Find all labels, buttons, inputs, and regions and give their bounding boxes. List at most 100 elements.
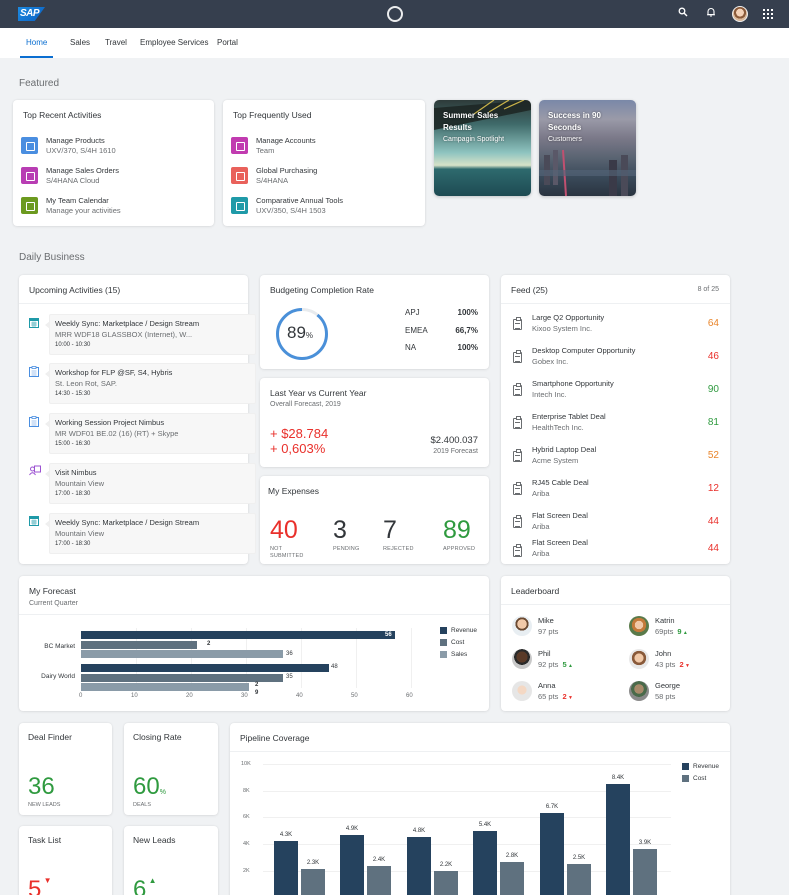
bar-revenue[interactable]: [540, 813, 564, 895]
my-forecast-card[interactable]: My Forecast Current Quarter BC Market Da…: [19, 576, 489, 711]
tab-home[interactable]: Home: [19, 28, 54, 58]
last-year-vs-current-card[interactable]: Last Year vs Current Year Overall Foreca…: [260, 378, 489, 467]
delta-percent: + 0,603%: [270, 441, 326, 456]
accounts-icon: [231, 137, 248, 154]
clipboard-icon: [513, 350, 522, 363]
activity-item[interactable]: Visit Nimbus Mountain View 17:00 - 18:30: [45, 463, 256, 504]
item-title: Comparative Annual Tools: [256, 196, 343, 205]
trend-up-icon: ▲: [566, 663, 573, 669]
forecast-chart: BC Market Dairy World 56 2 36 48 35 2 9 …: [19, 576, 489, 711]
bar-cost[interactable]: [301, 869, 325, 895]
clipboard-icon: [29, 366, 39, 377]
recent-item[interactable]: Manage Sales Orders S/4HANA Cloud: [21, 166, 211, 188]
tab-employee-services[interactable]: Employee Services: [140, 38, 209, 47]
item-subtitle: UXV/350, S/4H 1503: [256, 206, 326, 215]
bar-sales[interactable]: [81, 683, 249, 691]
activity-item[interactable]: Weekly Sync: Marketplace / Design Stream…: [45, 314, 256, 355]
user-avatar[interactable]: [732, 6, 748, 22]
completion-value: 89%: [287, 323, 314, 342]
sap-logo[interactable]: SAP: [18, 7, 45, 21]
feed-item[interactable]: Flat Screen Deal Ariba 44: [501, 507, 730, 537]
frequent-item[interactable]: Manage Accounts Team: [231, 136, 421, 158]
feed-item[interactable]: Large Q2 Opportunity Kixoo System Inc. 6…: [501, 309, 730, 339]
bar-cost[interactable]: [567, 864, 591, 895]
feed-title: RJ45 Cable Deal: [532, 478, 589, 487]
card-subtitle: Overall Forecast, 2019: [270, 401, 341, 408]
frequent-item[interactable]: Comparative Annual Tools UXV/350, S/4H 1…: [231, 196, 421, 218]
activity-item[interactable]: Working Session Project Nimbus MR WDF01 …: [45, 413, 256, 454]
avatar[interactable]: [629, 616, 649, 636]
clipboard-icon: [513, 416, 522, 429]
feed-item[interactable]: Enterprise Tablet Deal HealthTech Inc. 8…: [501, 408, 730, 438]
activity-item[interactable]: Weekly Sync: Marketplace / Design Stream…: [45, 513, 256, 554]
my-expenses-card[interactable]: My Expenses 40 NOT SUBMITTED 3 PENDING 7 …: [260, 476, 489, 564]
card-title: Feed (25): [511, 285, 548, 295]
item-subtitle: Team: [256, 146, 275, 155]
bar-sales[interactable]: [81, 650, 283, 658]
card-title: Leaderboard: [511, 586, 560, 596]
bar-revenue[interactable]: [340, 835, 364, 895]
bar-revenue[interactable]: [81, 631, 395, 639]
bar-cost[interactable]: [81, 641, 197, 649]
bar-revenue[interactable]: [606, 784, 630, 895]
activity-item[interactable]: Workshop for FLP @SF, S4, Hybris St. Leo…: [45, 363, 256, 404]
avatar[interactable]: [629, 681, 649, 701]
feed-item[interactable]: Desktop Computer Opportunity Gobex Inc. …: [501, 342, 730, 372]
frequent-item[interactable]: Global Purchasing S/4HANA: [231, 166, 421, 188]
bar-cost[interactable]: [434, 871, 458, 895]
new-leads-tile[interactable]: New Leads 6 ▲: [124, 826, 218, 895]
tile-title: Results: [443, 123, 472, 132]
activity-time: 17:00 - 18:30: [55, 541, 91, 547]
tile-value: 60%: [133, 773, 166, 800]
deal-finder-tile[interactable]: Deal Finder 36 NEW LEADS: [19, 723, 112, 815]
tile-label: NEW LEADS: [28, 802, 61, 808]
pipeline-coverage-card[interactable]: Pipeline Coverage 10K 8K 6K 4K 2K 4.3K 2…: [230, 723, 730, 895]
feed-score: 52: [707, 450, 719, 461]
bar-cost[interactable]: [81, 674, 283, 682]
feed-item[interactable]: Flat Screen Deal Ariba 44: [501, 536, 730, 564]
recent-item[interactable]: My Team Calendar Manage your activities: [21, 196, 211, 218]
region-value: 100%: [457, 308, 478, 317]
legend-swatch: [682, 775, 689, 782]
forecast-label: 2019 Forecast: [433, 448, 478, 455]
bar-cost[interactable]: [500, 862, 524, 895]
bar-cost[interactable]: [633, 849, 657, 895]
person-name: Phil: [538, 649, 551, 658]
avatar[interactable]: [512, 681, 532, 701]
bar-cost[interactable]: [367, 866, 391, 895]
budgeting-completion-card[interactable]: Budgeting Completion Rate 89% APJ 100% E…: [260, 275, 489, 369]
person-points: 92 pts 5 ▲: [538, 660, 573, 669]
summer-sales-tile[interactable]: Summer Sales Results Campagin Spotlight: [434, 100, 531, 196]
bar-revenue[interactable]: [407, 837, 431, 895]
closing-rate-tile[interactable]: Closing Rate 60% DEALS: [124, 723, 218, 815]
recent-item[interactable]: Manage Products UXV/370, S/4H 1610: [21, 136, 211, 158]
feed-item[interactable]: Smartphone Opportunity Intech Inc. 90: [501, 375, 730, 405]
search-icon[interactable]: [676, 7, 690, 21]
tab-bar: Home Sales Travel Employee Services Port…: [0, 28, 789, 58]
tile-value: 6 ▲: [133, 876, 157, 895]
clipboard-icon: [513, 515, 522, 528]
success-tile[interactable]: Success in 90 Seconds Customers: [539, 100, 636, 196]
tab-sales[interactable]: Sales: [70, 38, 91, 47]
tile-value: 5 ▼: [28, 876, 52, 895]
feed-item[interactable]: RJ45 Cable Deal Ariba 12: [501, 474, 730, 504]
card-title: Last Year vs Current Year: [270, 388, 367, 398]
app-grid-icon[interactable]: [763, 9, 773, 19]
bell-icon[interactable]: [704, 7, 718, 21]
not-submitted-count: 40: [270, 516, 298, 544]
tab-travel[interactable]: Travel: [105, 38, 127, 47]
bar-revenue[interactable]: [81, 664, 329, 672]
task-list-tile[interactable]: Task List 5 ▼: [19, 826, 112, 895]
activity-location: MRR WDF18 GLASSBOX (Internet), W...: [55, 330, 193, 339]
feed-item[interactable]: Hybrid Laptop Deal Acme System 52: [501, 441, 730, 471]
clipboard-icon: [513, 317, 522, 330]
tab-portal[interactable]: Portal: [217, 38, 238, 47]
bar-revenue[interactable]: [274, 841, 298, 895]
activity-title: Weekly Sync: Marketplace / Design Stream: [55, 319, 200, 328]
avatar[interactable]: [512, 616, 532, 636]
item-title: My Team Calendar: [46, 196, 109, 205]
not-submitted-label: NOT SUBMITTED: [270, 546, 304, 559]
avatar[interactable]: [629, 649, 649, 669]
bar-revenue[interactable]: [473, 831, 497, 895]
avatar[interactable]: [512, 649, 532, 669]
